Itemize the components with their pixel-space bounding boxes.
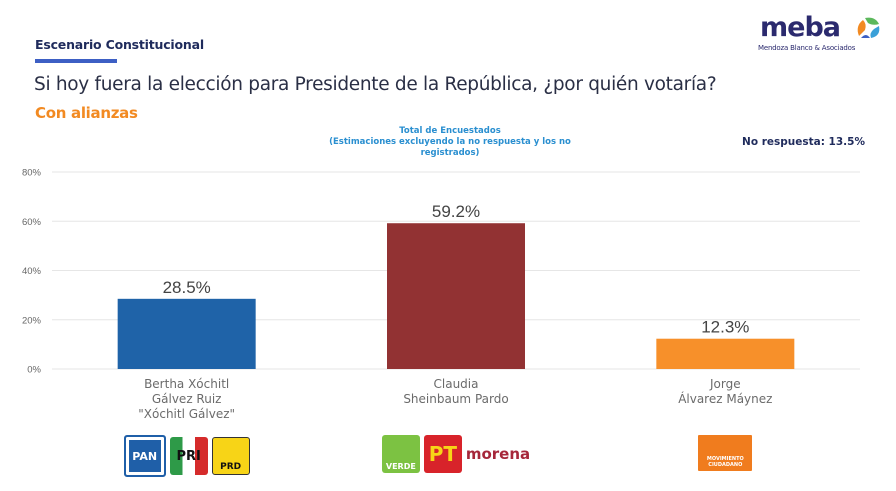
candidate-name-line: Bertha Xóchitl xyxy=(144,377,230,391)
bar-value-label: 12.3% xyxy=(701,318,749,337)
section-title: Escenario Constitucional xyxy=(35,37,204,52)
chart-subtitle: Con alianzas xyxy=(35,104,138,122)
no-response-label: No respuesta: 13.5% xyxy=(742,136,865,148)
pri-logo-icon: PRI xyxy=(169,437,208,475)
y-tick-label: 40% xyxy=(22,266,42,277)
brand-logo-icon xyxy=(857,17,880,38)
candidate-name-line: Claudia xyxy=(433,377,479,391)
x-category-label: Jorge Álvarez Máynez xyxy=(635,377,815,407)
party-logos: VERDE PT morena xyxy=(381,435,531,473)
sample-note-line2: (Estimaciones excluyendo la no respuesta… xyxy=(329,137,571,158)
bar xyxy=(387,223,525,369)
party-logos: MOVIMIENTO CIUDADANO xyxy=(698,435,753,471)
pt-logo-icon: PT xyxy=(423,435,462,473)
bar xyxy=(117,298,256,369)
movimiento-ciudadano-logo-icon: MOVIMIENTO CIUDADANO xyxy=(698,435,753,471)
y-tick-label: 0% xyxy=(27,365,41,376)
y-tick-label: 20% xyxy=(22,315,42,326)
x-category-label: Bertha Xóchitl Gálvez Ruiz "Xóchitl Gálvez… xyxy=(97,377,277,422)
brand-logo-wordmark: meba xyxy=(760,12,841,43)
candidate-name-line: Gálvez Ruiz xyxy=(151,392,222,406)
candidate-name-line: Jorge xyxy=(710,377,741,391)
section-underline xyxy=(35,59,117,63)
pan-logo-icon: PAN xyxy=(123,435,166,477)
candidate-name-line: Álvarez Máynez xyxy=(678,392,773,406)
candidate-name-line: "Xóchitl Gálvez" xyxy=(138,407,236,421)
verde-logo-icon: VERDE xyxy=(381,435,420,473)
bar-value-label: 59.2% xyxy=(432,202,480,221)
bar xyxy=(656,338,795,369)
brand-logo-tagline: Mendoza Blanco & Asociados xyxy=(758,44,856,52)
y-tick-label: 80% xyxy=(22,168,42,179)
x-category-label: Claudia Sheinbaum Pardo xyxy=(366,377,546,407)
party-logos: PAN PRI PRD xyxy=(123,435,250,477)
sample-note-line1: Total de Encuestados xyxy=(399,126,501,136)
sample-note: Total de Encuestados (Estimaciones exclu… xyxy=(300,126,600,159)
chart-title: Si hoy fuera la elección para Presidente… xyxy=(34,74,717,95)
prd-logo-icon: PRD xyxy=(211,437,250,475)
candidate-name-line: Sheinbaum Pardo xyxy=(403,392,509,406)
y-tick-label: 60% xyxy=(22,217,42,228)
bar-value-label: 28.5% xyxy=(163,278,211,297)
morena-logo-icon: morena xyxy=(465,445,531,463)
